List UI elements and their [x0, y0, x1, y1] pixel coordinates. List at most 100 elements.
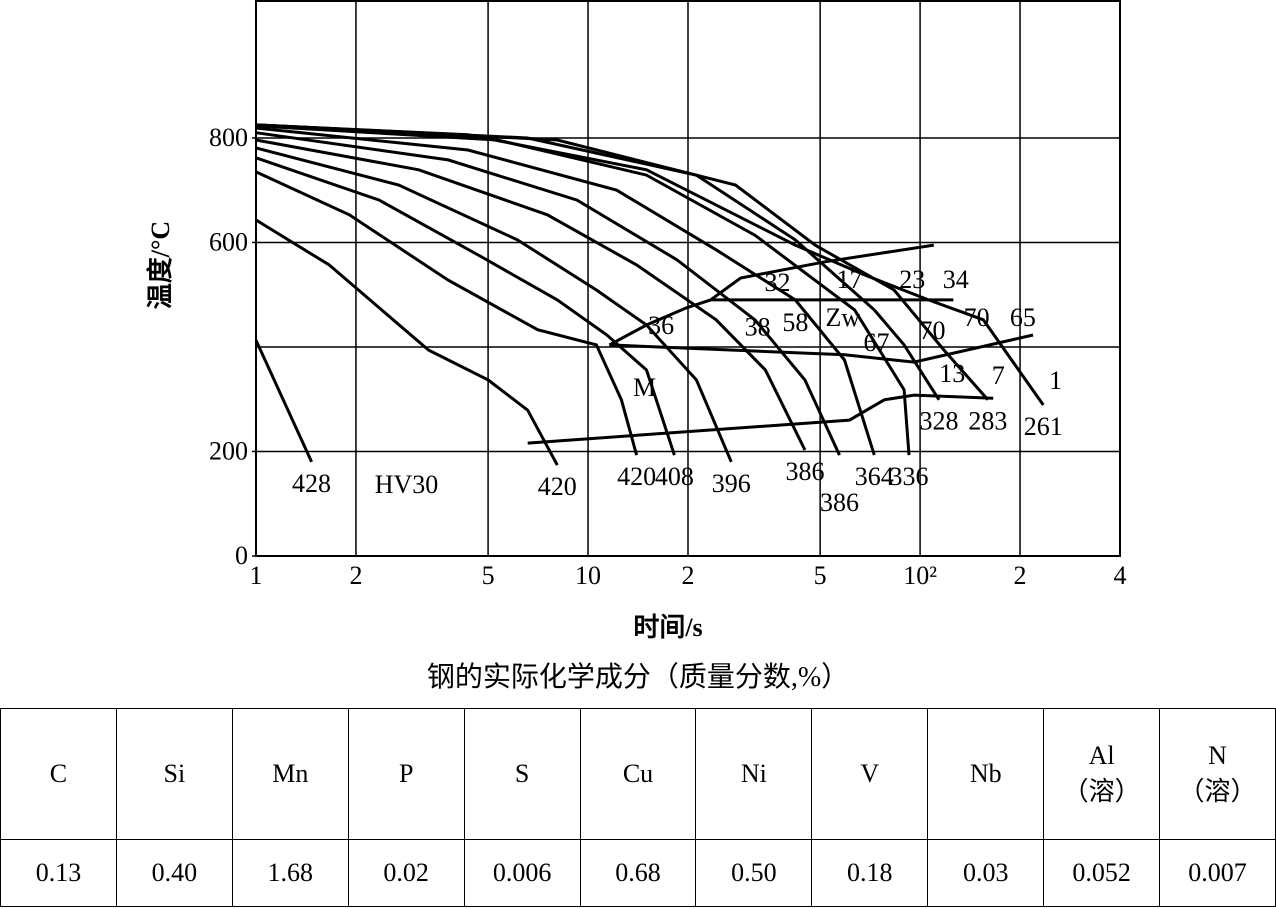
- hardness-label: 396: [712, 469, 751, 498]
- header-cell: N （溶）: [1159, 708, 1276, 840]
- header-cell: Al （溶）: [1043, 708, 1161, 840]
- header-text: C: [49, 759, 68, 788]
- header-text: Si: [163, 759, 186, 788]
- annotation: 58: [782, 308, 808, 337]
- annotation: 13: [939, 359, 965, 388]
- x-tick-label: 10: [575, 561, 601, 590]
- header-cell: Nb: [927, 708, 1045, 840]
- x-tick-label: 4: [1114, 561, 1127, 590]
- x-tick-label: 5: [814, 561, 827, 590]
- annotation: 34: [943, 265, 969, 294]
- composition-table: C Si Mn P S Cu Ni V Nb Al （溶） N （溶） 0.13 0.40 1.68 0.02 0…: [0, 708, 1276, 907]
- hardness-label: 386: [785, 457, 824, 486]
- annotation: HV30: [375, 470, 439, 499]
- value-cell: 0.03: [927, 839, 1045, 907]
- y-axis-title: 温度/°C: [145, 221, 175, 309]
- value-cell: 0.006: [463, 839, 581, 907]
- cooling-curve: [255, 170, 639, 456]
- cooling-curve: [254, 339, 313, 463]
- header-cell: S: [463, 708, 581, 840]
- annotation: 70: [964, 303, 990, 332]
- annotation: 70: [920, 316, 946, 345]
- header-text: Al: [1088, 740, 1115, 770]
- value-cell: 0.13: [0, 839, 117, 907]
- cooling-curve: [255, 156, 676, 456]
- cooling-curve: [255, 126, 876, 456]
- hardness-label: 408: [655, 462, 694, 491]
- hardness-label: 364: [855, 462, 894, 491]
- value-cell: 0.50: [695, 839, 813, 907]
- annotation: 65: [1010, 303, 1036, 332]
- value-cell: 0.40: [115, 839, 233, 907]
- cooling-curve: [255, 138, 807, 451]
- hardness-label: 283: [968, 407, 1007, 436]
- y-tick-label: 200: [209, 436, 248, 465]
- header-text: N: [1208, 740, 1227, 770]
- hardness-label: 420: [538, 472, 577, 501]
- annotation: M: [633, 373, 656, 402]
- cooling-curve: [255, 123, 1045, 406]
- annotation: 32: [764, 268, 790, 297]
- value-row: 0.13 0.40 1.68 0.02 0.006 0.68 0.50 0.18 0.03 0.0…: [0, 839, 1276, 907]
- header-text: （溶）: [1062, 776, 1141, 806]
- y-tick-label: 0: [235, 541, 248, 570]
- header-cell: Ni: [695, 708, 813, 840]
- annotation: 38: [745, 313, 771, 342]
- annotation: 67: [863, 328, 889, 357]
- transformation-line: [608, 298, 712, 347]
- header-cell: Cu: [579, 708, 697, 840]
- value-cell: 1.68: [231, 839, 349, 907]
- hardness-label: 328: [919, 407, 958, 436]
- value-cell: 0.052: [1043, 839, 1161, 907]
- value-cell: 0.007: [1159, 839, 1276, 907]
- header-text: P: [398, 759, 414, 788]
- header-text: Cu: [622, 759, 654, 788]
- annotation: 1: [1049, 366, 1062, 395]
- x-axis-title: 时间/s: [633, 613, 702, 642]
- hardness-label: 261: [1024, 412, 1063, 441]
- header-row: C Si Mn P S Cu Ni V Nb Al （溶） N （溶）: [0, 708, 1276, 840]
- header-cell: Si: [115, 708, 233, 840]
- cooling-curve: [255, 124, 911, 456]
- cooling-curve: [255, 123, 990, 401]
- x-tick-label: 2: [349, 561, 362, 590]
- value-cell: 0.18: [811, 839, 929, 907]
- cooling-curve: [255, 218, 559, 466]
- header-text: Ni: [740, 759, 767, 788]
- header-cell: C: [0, 708, 117, 840]
- hardness-label: 386: [820, 488, 859, 517]
- value-cell: 0.68: [579, 839, 697, 907]
- x-tick-label: 5: [482, 561, 495, 590]
- header-text: Nb: [969, 759, 1002, 788]
- y-tick-label: 800: [209, 123, 248, 152]
- x-tick-label: 1: [250, 561, 263, 590]
- header-cell: Mn: [231, 708, 349, 840]
- annotation: 36: [648, 311, 674, 340]
- annotation: 17: [837, 265, 863, 294]
- table-caption: 钢的实际化学成分（质量分数,%）: [426, 662, 850, 693]
- cooling-curve: [255, 146, 733, 463]
- header-text: V: [860, 759, 880, 788]
- header-text: S: [514, 759, 530, 788]
- value-cell: 0.02: [347, 839, 465, 907]
- x-tick-label: 2: [682, 561, 695, 590]
- header-text: Mn: [272, 759, 309, 788]
- header-cell: V: [811, 708, 929, 840]
- hardness-label: 336: [890, 462, 929, 491]
- x-tick-label: 2: [1014, 561, 1027, 590]
- header-cell: P: [347, 708, 465, 840]
- transformation-line: [709, 243, 935, 302]
- hardness-label: 420: [617, 462, 656, 491]
- y-tick-label: 600: [209, 227, 248, 256]
- header-text: （溶）: [1178, 776, 1257, 806]
- annotation: Zw: [825, 303, 860, 332]
- annotation: 23: [899, 265, 925, 294]
- annotation: 7: [992, 361, 1005, 390]
- transformation-line: [609, 333, 1034, 364]
- x-tick-label: 10²: [903, 561, 937, 590]
- transformation-line: [527, 393, 994, 445]
- cooling-curve: [255, 131, 841, 456]
- hardness-label: 428: [292, 469, 331, 498]
